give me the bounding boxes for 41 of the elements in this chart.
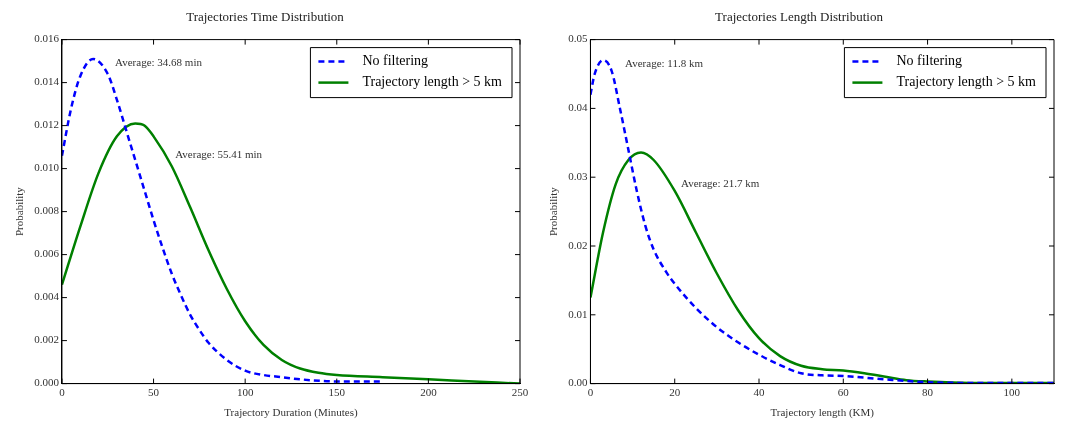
y-tick-label: 0.02 bbox=[568, 238, 588, 251]
y-tick-label: 0.000 bbox=[34, 376, 60, 389]
legend-label: No filtering bbox=[362, 53, 429, 69]
x-tick-label: 250 bbox=[511, 386, 529, 399]
chart-title: Trajectories Time Distribution bbox=[186, 9, 345, 25]
y-tick-label: 0.05 bbox=[568, 32, 588, 45]
x-tick-label: 60 bbox=[837, 386, 850, 399]
y-tick-label: 0.004 bbox=[34, 290, 60, 303]
annotation: Average: 11.8 km bbox=[625, 57, 704, 70]
legend-label: Trajectory length > 5 km bbox=[896, 74, 1037, 90]
annotation: Average: 21.7 km bbox=[681, 177, 760, 190]
legend-label: No filtering bbox=[896, 53, 963, 69]
y-tick-label: 0.014 bbox=[34, 75, 60, 88]
x-axis-title: Trajectory Duration (Minutes) bbox=[224, 406, 359, 420]
y-tick-label: 0.008 bbox=[34, 204, 60, 217]
x-tick-label: 0 bbox=[59, 386, 66, 399]
y-tick-label: 0.016 bbox=[34, 32, 60, 45]
y-tick-label: 0.01 bbox=[568, 307, 588, 320]
x-tick-label: 20 bbox=[669, 386, 681, 399]
annotation: Average: 55.41 min bbox=[175, 148, 263, 161]
y-tick-label: 0.002 bbox=[34, 333, 59, 346]
legend-label: Trajectory length > 5 km bbox=[362, 74, 503, 90]
chart-title: Trajectories Length Distribution bbox=[715, 9, 884, 25]
annotation: Average: 34.68 min bbox=[115, 55, 203, 68]
x-tick-label: 150 bbox=[328, 386, 346, 399]
y-tick-label: 0.04 bbox=[568, 101, 588, 114]
x-tick-label: 100 bbox=[236, 386, 254, 399]
x-tick-label: 40 bbox=[753, 386, 766, 399]
y-tick-label: 0.006 bbox=[34, 247, 60, 260]
x-tick-label: 100 bbox=[1003, 386, 1021, 399]
y-tick-label: 0.012 bbox=[34, 118, 59, 131]
x-tick-label: 50 bbox=[148, 386, 160, 399]
x-axis-title: Trajectory length (KM) bbox=[770, 406, 875, 420]
y-tick-label: 0.010 bbox=[34, 161, 60, 174]
y-tick-label: 0.00 bbox=[568, 376, 588, 389]
y-axis-title: Probability bbox=[547, 186, 560, 237]
x-tick-label: 0 bbox=[587, 386, 594, 399]
y-tick-label: 0.03 bbox=[568, 170, 588, 183]
y-axis-title: Probability bbox=[13, 186, 26, 237]
x-tick-label: 200 bbox=[420, 386, 438, 399]
x-tick-label: 80 bbox=[922, 386, 934, 399]
